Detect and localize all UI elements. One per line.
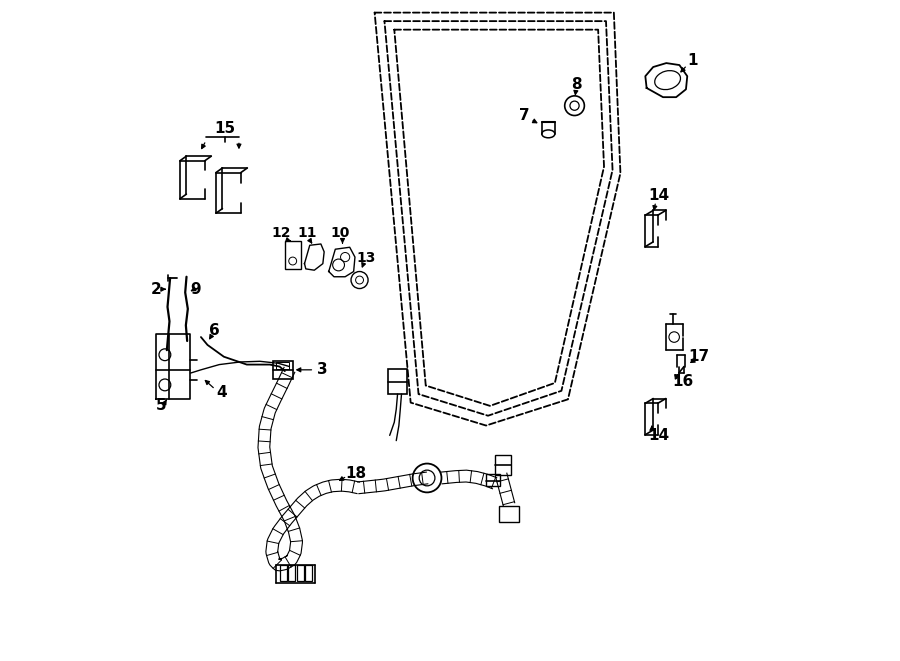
Text: 14: 14 [648,188,669,203]
Text: 7: 7 [518,108,529,123]
Text: 2: 2 [151,282,162,297]
Text: 13: 13 [356,251,376,266]
Text: 16: 16 [672,374,693,389]
Text: 8: 8 [572,77,581,92]
Text: 9: 9 [191,282,201,297]
Text: 6: 6 [209,323,220,338]
Text: 4: 4 [217,385,227,401]
Text: 18: 18 [345,466,366,481]
Text: 5: 5 [157,399,166,413]
Text: 14: 14 [648,428,669,443]
Text: 12: 12 [272,227,292,241]
Text: 10: 10 [330,227,349,241]
Text: 11: 11 [297,227,317,241]
Text: 3: 3 [317,362,328,377]
Text: 17: 17 [688,349,709,364]
Text: 1: 1 [688,53,698,68]
Text: 15: 15 [214,121,235,136]
